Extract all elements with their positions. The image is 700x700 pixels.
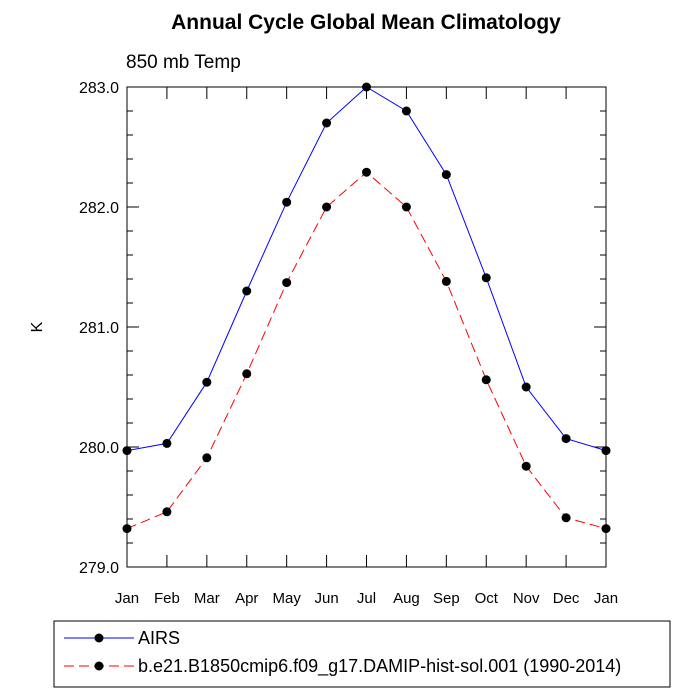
series-2	[122, 167, 611, 534]
x-tick-label: Oct	[475, 590, 499, 607]
y-tick-labels: 279.0 280.0 281.0 282.0 283.0	[79, 80, 119, 577]
data-point	[282, 197, 292, 207]
data-point	[242, 286, 252, 296]
data-point	[322, 118, 332, 128]
x-tick-label: Jan	[115, 590, 139, 607]
data-point	[401, 106, 411, 116]
x-tick-label: Jul	[357, 590, 376, 607]
legend-label: b.e21.B1850cmip6.f09_g17.DAMIP-hist-sol.…	[138, 656, 621, 677]
series-line	[126, 171, 607, 530]
y-tick-label: 281.0	[79, 320, 119, 337]
data-point	[521, 461, 531, 471]
legend-marker	[94, 633, 104, 643]
legend-box	[53, 620, 671, 688]
data-point	[401, 202, 411, 212]
data-point	[322, 202, 332, 212]
x-tick-label: Dec	[553, 590, 580, 607]
y-tick-label: 279.0	[79, 560, 119, 577]
x-tick-label: May	[272, 590, 301, 607]
x-tick-label: Sep	[433, 590, 460, 607]
data-point	[561, 513, 571, 523]
series-layer	[122, 82, 611, 534]
data-point	[521, 382, 531, 392]
legend-marker	[94, 661, 104, 671]
x-tick-labels: Jan Feb Mar Apr May Jun Jul Aug Sep Oct Nov Dec Jan	[115, 590, 618, 607]
data-point	[162, 438, 172, 448]
data-point	[561, 434, 571, 444]
series-1	[122, 82, 611, 456]
data-point	[202, 377, 212, 387]
data-point	[441, 170, 451, 180]
y-axis-label: K	[29, 321, 46, 332]
series-line	[126, 86, 607, 452]
data-point	[481, 273, 491, 283]
data-point	[441, 276, 451, 286]
plot-frame	[126, 86, 607, 568]
data-point	[362, 167, 371, 177]
data-point	[162, 507, 172, 517]
data-point	[481, 375, 491, 385]
x-tick-label: Aug	[393, 590, 420, 607]
x-tick-label: Jun	[314, 590, 338, 607]
data-point	[202, 453, 212, 463]
tick-marks	[126, 86, 607, 568]
y-tick-label: 280.0	[79, 440, 119, 457]
legend: AIRS b.e21.B1850cmip6.f09_g17.DAMIP-hist-…	[53, 620, 671, 688]
legend-label: AIRS	[138, 628, 180, 648]
x-tick-label: Jan	[594, 590, 618, 607]
x-tick-label: Nov	[513, 590, 540, 607]
x-tick-label: Feb	[154, 590, 180, 607]
chart-title: Annual Cycle Global Mean Climatology	[171, 11, 561, 34]
data-point	[282, 278, 292, 288]
x-tick-label: Mar	[194, 590, 220, 607]
y-tick-label: 283.0	[79, 80, 119, 97]
chart-subtitle: 850 mb Temp	[126, 52, 241, 73]
data-point	[242, 369, 252, 379]
y-tick-label: 282.0	[79, 200, 119, 217]
x-tick-label: Apr	[235, 590, 258, 607]
